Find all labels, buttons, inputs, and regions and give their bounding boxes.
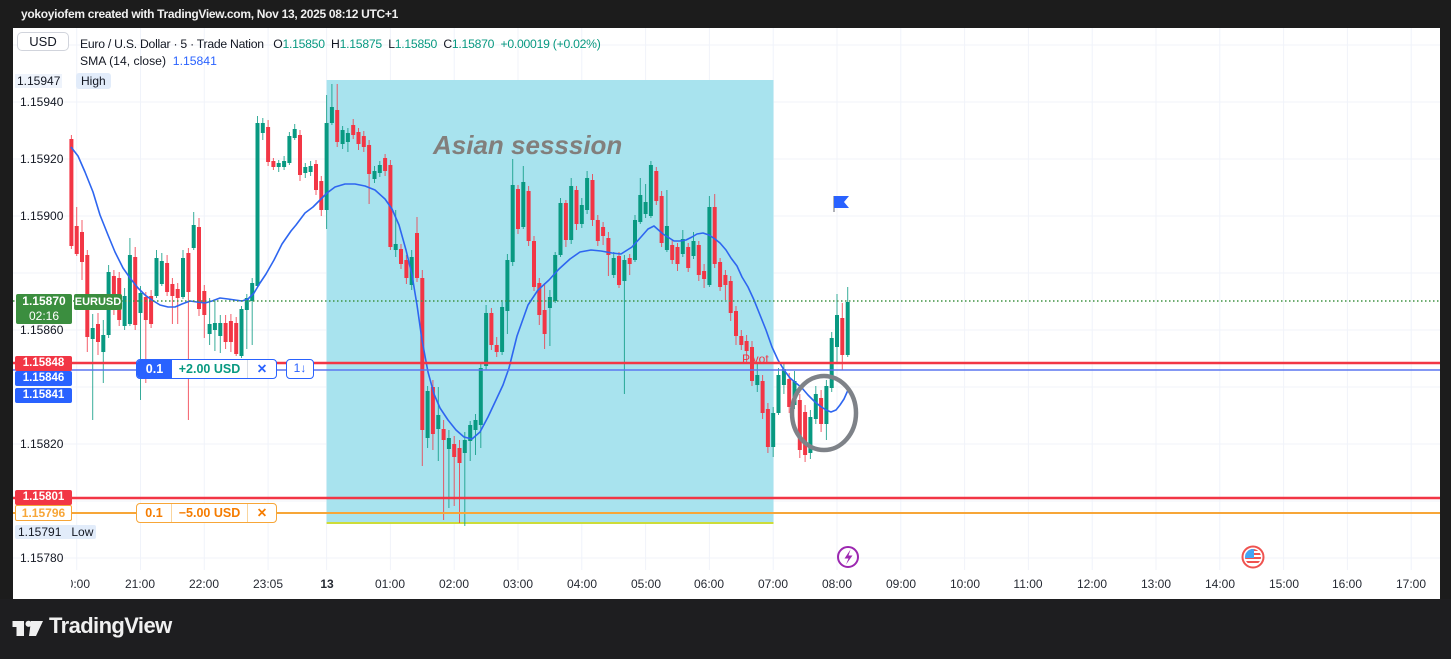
- svg-text:Asian sesssion: Asian sesssion: [432, 130, 622, 160]
